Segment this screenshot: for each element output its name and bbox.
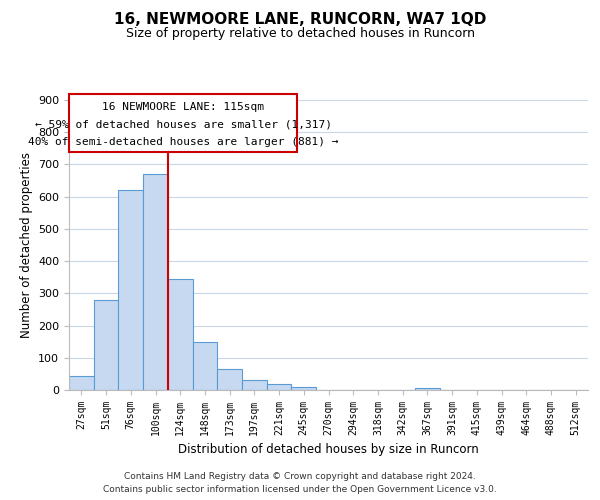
Bar — [143, 174, 168, 390]
Text: 16, NEWMOORE LANE, RUNCORN, WA7 1QD: 16, NEWMOORE LANE, RUNCORN, WA7 1QD — [114, 12, 486, 28]
Text: Contains HM Land Registry data © Crown copyright and database right 2024.
Contai: Contains HM Land Registry data © Crown c… — [103, 472, 497, 494]
Text: 16 NEWMOORE LANE: 115sqm: 16 NEWMOORE LANE: 115sqm — [102, 102, 264, 112]
Bar — [69, 376, 94, 390]
Text: 40% of semi-detached houses are larger (881) →: 40% of semi-detached houses are larger (… — [28, 137, 338, 147]
Bar — [292, 387, 316, 390]
Text: Size of property relative to detached houses in Runcorn: Size of property relative to detached ho… — [125, 28, 475, 40]
Bar — [415, 388, 440, 390]
X-axis label: Distribution of detached houses by size in Runcorn: Distribution of detached houses by size … — [178, 444, 479, 456]
Bar — [242, 380, 267, 390]
Bar — [118, 190, 143, 390]
Bar — [168, 279, 193, 390]
Bar — [94, 300, 118, 390]
Bar — [193, 342, 217, 390]
Bar — [267, 384, 292, 390]
Y-axis label: Number of detached properties: Number of detached properties — [20, 152, 32, 338]
Text: ← 59% of detached houses are smaller (1,317): ← 59% of detached houses are smaller (1,… — [35, 120, 332, 130]
Bar — [217, 369, 242, 390]
